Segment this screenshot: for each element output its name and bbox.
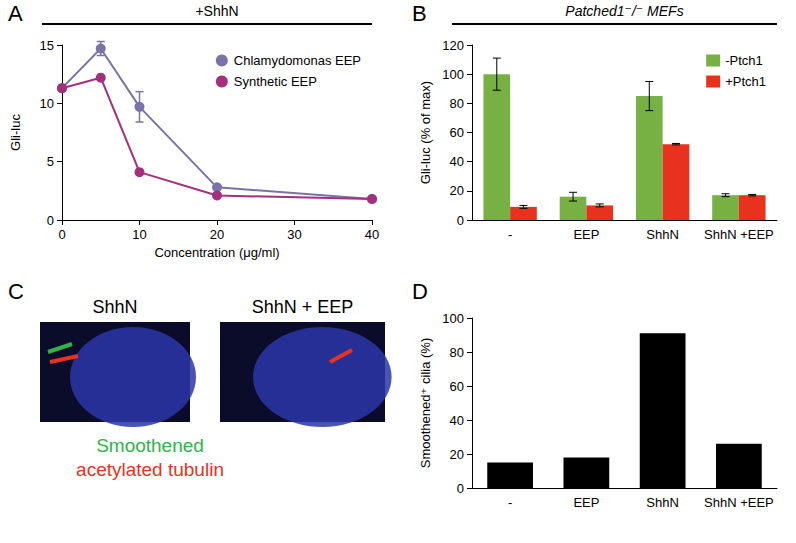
svg-text:0: 0 (47, 213, 54, 228)
svg-text:A: A (8, 1, 23, 26)
svg-text:Synthetic EEP: Synthetic EEP (234, 74, 317, 89)
svg-text:Smoothened: Smoothened (96, 435, 204, 456)
svg-text:acetylated tubulin: acetylated tubulin (76, 459, 224, 480)
svg-text:C: C (8, 279, 24, 304)
svg-text:ShhN +EEP: ShhN +EEP (704, 227, 774, 242)
svg-text:Patched1⁻/⁻ MEFs: Patched1⁻/⁻ MEFs (565, 3, 683, 19)
svg-text:40: 40 (365, 227, 379, 242)
svg-text:20: 20 (450, 183, 464, 198)
svg-text:-: - (508, 227, 512, 242)
svg-text:ShhN +EEP: ShhN +EEP (704, 495, 774, 510)
svg-text:30: 30 (287, 227, 301, 242)
svg-text:D: D (412, 279, 428, 304)
svg-text:Concentration (μg/ml): Concentration (μg/ml) (154, 245, 279, 260)
svg-text:120: 120 (442, 38, 464, 53)
svg-text:40: 40 (450, 413, 464, 428)
svg-text:-: - (508, 495, 512, 510)
svg-text:ShhN + EEP: ShhN + EEP (252, 297, 354, 317)
svg-text:+Ptch1: +Ptch1 (725, 74, 766, 89)
svg-text:Gli-luc: Gli-luc (8, 114, 23, 151)
svg-text:10: 10 (132, 227, 146, 242)
svg-text:ShhN: ShhN (646, 495, 679, 510)
svg-text:20: 20 (450, 447, 464, 462)
svg-text:60: 60 (450, 125, 464, 140)
svg-text:ShhN: ShhN (92, 297, 137, 317)
svg-text:15: 15 (40, 38, 54, 53)
svg-text:0: 0 (58, 227, 65, 242)
svg-text:40: 40 (450, 154, 464, 169)
svg-text:100: 100 (442, 311, 464, 326)
svg-text:0: 0 (457, 213, 464, 228)
svg-text:Chlamydomonas EEP: Chlamydomonas EEP (234, 53, 361, 68)
svg-text:0: 0 (457, 481, 464, 496)
svg-text:B: B (412, 1, 427, 26)
svg-text:EEP: EEP (573, 227, 599, 242)
svg-text:ShhN: ShhN (646, 227, 679, 242)
svg-text:EEP: EEP (573, 495, 599, 510)
svg-text:10: 10 (40, 96, 54, 111)
svg-text:60: 60 (450, 379, 464, 394)
svg-text:100: 100 (442, 67, 464, 82)
svg-text:Gli-luc (% of max): Gli-luc (% of max) (418, 81, 433, 184)
svg-text:Smoothened⁺ cilia (%): Smoothened⁺ cilia (%) (418, 338, 433, 468)
svg-text:80: 80 (450, 96, 464, 111)
svg-text:20: 20 (210, 227, 224, 242)
svg-text:-Ptch1: -Ptch1 (725, 53, 763, 68)
svg-text:+ShhN: +ShhN (195, 3, 238, 19)
svg-text:80: 80 (450, 345, 464, 360)
svg-text:5: 5 (47, 154, 54, 169)
